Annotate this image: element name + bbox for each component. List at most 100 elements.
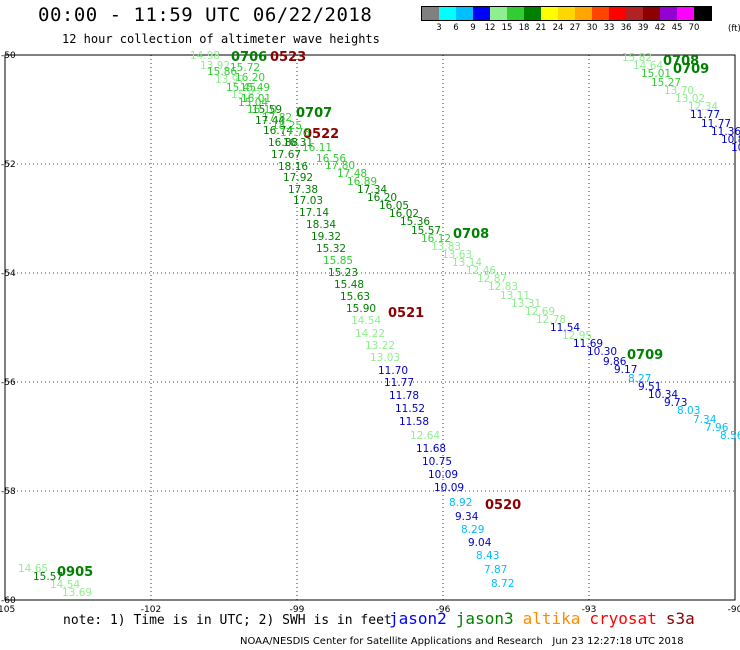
wave-height-value: 11.78 [389,390,419,402]
wave-height-value: 11.52 [395,403,425,415]
chart-subtitle: 12 hour collection of altimeter wave hei… [62,32,380,46]
wave-height-value: 8.03 [677,405,700,417]
wave-height-value: 13.02 [675,93,705,105]
wave-height-value: 10.34 [648,389,678,401]
wave-height-value: 12.46 [466,265,496,277]
track-time-label: 0709 [673,62,709,77]
color-scale-swatch [558,7,575,20]
color-scale-swatch [694,7,711,20]
track-time-label: 0708 [663,54,699,69]
color-scale-label: 36 [620,23,632,33]
color-scale-label: 45 [671,23,683,33]
wave-height-value: 12.64 [410,430,440,442]
wave-height-value: 8.92 [449,497,472,509]
color-scale-unit: (ft) [728,24,740,34]
color-scale-swatch [524,7,541,20]
wave-height-value: 15.48 [334,279,364,291]
wave-height-value: 14.64 [633,60,663,72]
wave-height-value: 7.34 [693,414,717,426]
wave-height-value: 8.72 [491,578,514,590]
color-scale-label: 27 [569,23,581,33]
wave-height-value: 10.82 [721,134,740,146]
wave-height-value: 16.20 [235,72,265,84]
wave-height-value: 15.57 [33,571,63,583]
wave-height-value: 15.82 [622,52,652,64]
wave-height-value: 7.87 [484,564,507,576]
wave-height-value: 13.31 [511,298,541,310]
lon-tick-label: -93 [582,605,597,615]
wave-height-value: 13.14 [452,257,482,269]
color-scale-swatch [626,7,643,20]
map-frame [4,54,736,601]
color-scale-bar [421,6,712,21]
wave-height-value: 13.69 [62,587,92,599]
color-scale-swatch [609,7,626,20]
chart-title: 00:00 - 11:59 UTC 06/22/2018 [38,4,373,26]
lat-tick-label: -50 [1,51,16,61]
color-scale-swatch [473,7,490,20]
wave-height-value: 14.54 [50,579,80,591]
wave-height-value: 8.56 [720,430,740,442]
wave-height-value: 15.72 [230,62,260,74]
color-scale-label: 12 [484,23,496,33]
track-time-label: 0521 [388,306,424,321]
wave-height-value: 12.83 [488,281,518,293]
color-scale-label: 3 [436,23,442,33]
wave-height-value: 17.82 [262,112,292,124]
color-scale-label: 30 [586,23,598,33]
wave-height-value: 15.57 [411,225,441,237]
track-time-label: 0706 [231,50,267,65]
wave-height-value: 13.97 [215,74,245,86]
wave-height-value: 17.80 [325,160,355,172]
wave-height-value: 11.77 [690,109,720,121]
wave-height-value: 13.63 [442,249,472,261]
track-time-label: 0905 [57,565,93,580]
wave-height-value: 18.25 [272,120,302,132]
wave-height-value: 11.36 [711,126,740,138]
wave-height-value: 15.49 [240,82,270,94]
lon-tick-label: -90 [728,605,740,615]
wave-height-value: 16.89 [347,176,377,188]
wave-height-value: 10.75 [422,456,452,468]
track-time-label: 0522 [303,127,339,142]
wave-height-value: 16.74 [263,125,293,137]
wave-height-value: 14.98 [190,50,220,62]
wave-height-value: 11.69 [573,338,603,350]
wave-height-value: 16.88 [268,137,298,149]
wave-height-value: 8.43 [476,550,499,562]
color-scale-swatch [541,7,558,20]
color-scale-swatch [490,7,507,20]
wave-height-value: 9.34 [455,511,479,523]
wave-height-value: 19.32 [311,231,341,243]
wave-height-value: 11.54 [550,322,580,334]
wave-height-value: 13.70 [664,85,694,97]
lat-tick-label: -54 [1,269,16,279]
wave-height-value: 15.01 [641,68,671,80]
wave-height-value: 16.31 [283,137,313,149]
color-scale-label: 39 [637,23,649,33]
wave-height-value: 12.78 [536,314,566,326]
satellite-legend-altika: altika [522,609,581,628]
lat-tick-label: -60 [1,596,16,606]
wave-height-value: 15.36 [400,216,430,228]
wave-height-value: 7.96 [705,422,729,434]
wave-height-value: 16.01 [241,93,271,105]
wave-height-value: 15.32 [316,243,346,255]
wave-height-value: 15.63 [340,291,370,303]
wave-height-value: 17.14 [299,207,329,219]
color-scale-legend: 3 6 9 12 15 18 21 24 27 30 33 36 39 42 45 70 (ft) [421,6,740,35]
wave-height-value: 16.05 [379,200,409,212]
lon-tick-label: -102 [141,605,161,615]
color-scale-label: 42 [654,23,666,33]
wave-height-value: 8.29 [461,524,484,536]
wave-height-value: 15.45 [226,82,256,94]
wave-height-value: 12.87 [477,273,507,285]
footer-note: note: 1) Time is in UTC; 2) SWH is in fe… [63,613,392,628]
color-scale-swatch [456,7,473,20]
wave-height-value: 18.34 [306,219,336,231]
color-scale-swatch [677,7,694,20]
wave-height-value: 15.59 [252,104,282,116]
color-scale-label: 21 [535,23,547,33]
color-scale-swatch [507,7,524,20]
